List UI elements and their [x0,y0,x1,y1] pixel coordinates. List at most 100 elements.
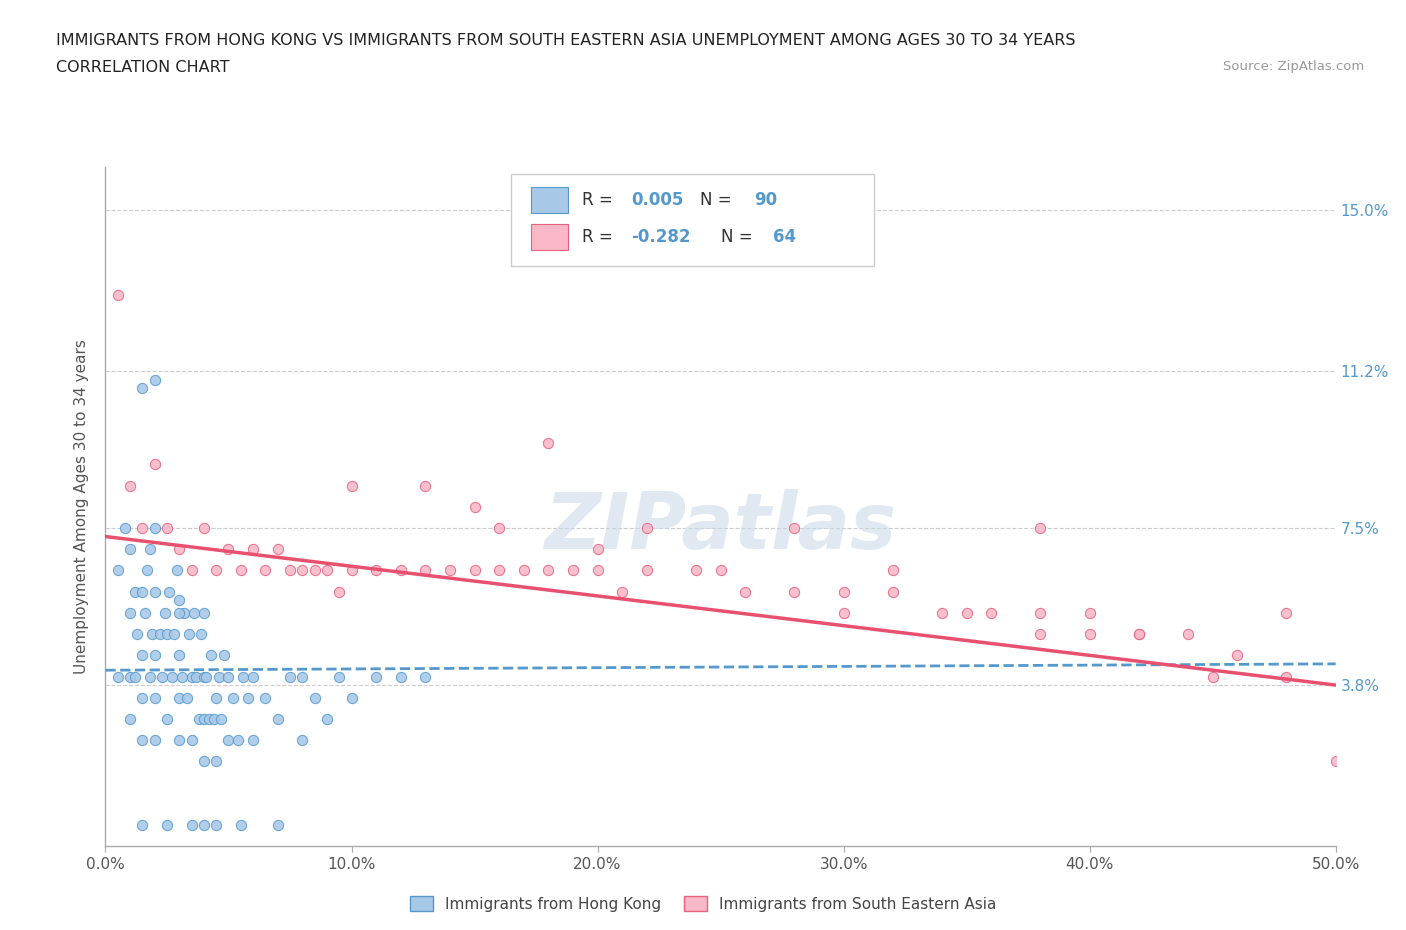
Point [205,563,228,578]
Point [229,817,252,832]
Point [193,605,215,620]
Point [163,627,186,642]
Point [180,670,202,684]
Point [254,690,277,705]
Point [1177,627,1199,642]
Point [610,584,633,599]
Point [304,690,326,705]
Point [366,670,388,684]
Point [150,670,173,684]
Point [124,584,146,599]
Text: N =: N = [700,191,737,209]
Point [143,690,166,705]
Point [180,817,202,832]
Point [218,542,240,557]
Point [107,287,129,302]
Text: -0.282: -0.282 [631,229,690,246]
Point [209,711,232,726]
Text: 64: 64 [773,229,797,246]
Point [783,521,806,536]
Point [120,542,141,557]
Point [636,563,658,578]
Point [229,563,252,578]
Point [1078,627,1101,642]
Point [156,627,179,642]
Point [143,521,166,536]
Point [114,521,136,536]
Point [212,648,235,663]
Point [153,605,176,620]
Point [415,563,437,578]
Point [190,627,212,642]
Point [242,670,264,684]
Point [131,690,153,705]
Point [127,627,149,642]
Point [183,605,205,620]
Point [389,563,412,578]
Point [173,605,195,620]
Point [143,584,166,599]
Point [205,754,228,769]
Point [1202,670,1225,684]
Point [138,670,162,684]
Point [1078,605,1101,620]
Point [197,711,221,726]
Point [166,563,188,578]
Point [1324,754,1347,769]
Point [228,733,250,748]
Point [169,592,191,607]
Point [1029,521,1052,536]
Point [488,563,510,578]
Text: IMMIGRANTS FROM HONG KONG VS IMMIGRANTS FROM SOUTH EASTERN ASIA UNEMPLOYMENT AMO: IMMIGRANTS FROM HONG KONG VS IMMIGRANTS … [56,33,1076,47]
Point [141,627,163,642]
Point [169,648,191,663]
Point [882,584,904,599]
Point [267,711,290,726]
Point [107,670,129,684]
FancyBboxPatch shape [512,174,875,266]
Point [278,670,301,684]
Point [179,627,201,642]
Point [143,733,166,748]
Point [131,648,153,663]
Point [1226,648,1249,663]
Point [267,542,290,557]
Point [956,605,979,620]
Point [439,563,461,578]
Point [193,754,215,769]
Point [315,711,337,726]
Point [1029,605,1052,620]
Point [783,584,806,599]
Point [1029,627,1052,642]
Point [291,670,314,684]
Point [149,627,172,642]
Point [193,521,215,536]
Point [222,690,245,705]
Point [832,584,855,599]
Point [131,817,153,832]
Point [205,817,228,832]
Legend: Immigrants from Hong Kong, Immigrants from South Eastern Asia: Immigrants from Hong Kong, Immigrants fr… [404,890,1002,918]
Point [156,817,179,832]
Point [685,563,707,578]
Point [169,542,191,557]
Point [366,563,388,578]
Point [586,542,609,557]
Point [107,563,129,578]
Point [254,563,277,578]
Point [242,733,264,748]
Point [143,648,166,663]
Point [586,563,609,578]
Point [328,670,350,684]
Text: R =: R = [582,191,617,209]
Point [315,563,337,578]
Point [136,563,159,578]
Point [180,733,202,748]
Point [340,478,363,493]
Point [193,817,215,832]
Point [156,521,179,536]
Point [513,563,536,578]
Point [202,711,225,726]
Point [131,380,153,395]
Point [124,670,146,684]
